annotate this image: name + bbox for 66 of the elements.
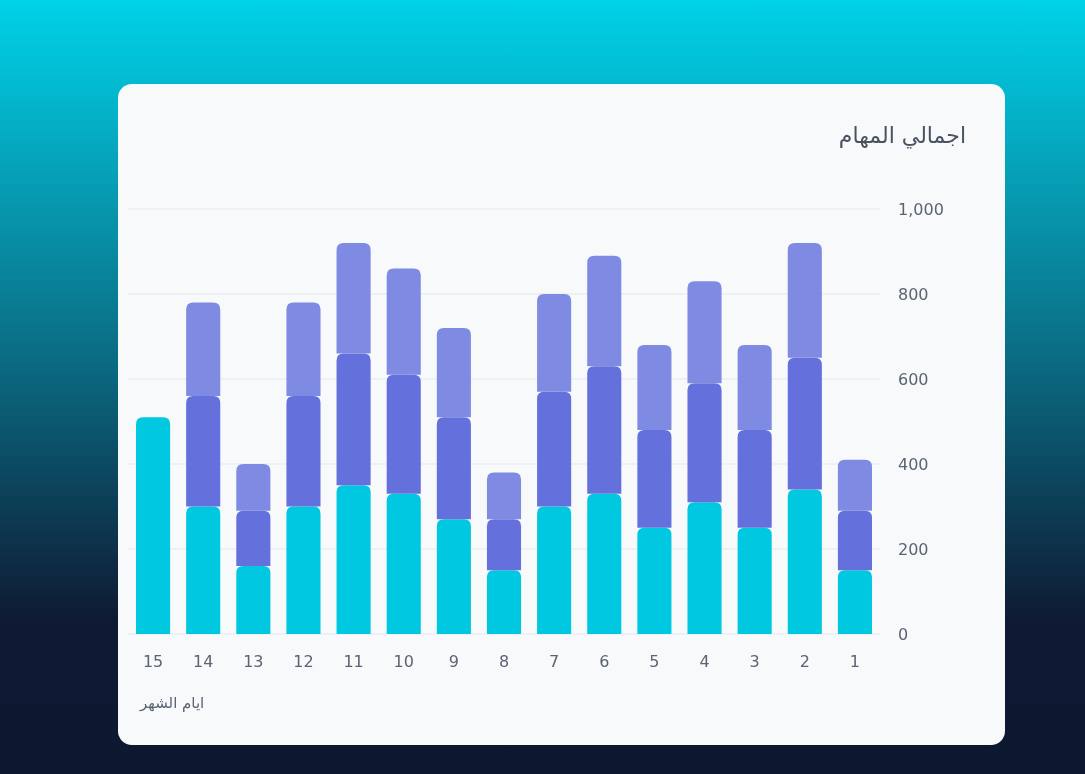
bar xyxy=(687,281,722,384)
bar xyxy=(136,417,171,634)
bar xyxy=(236,464,271,511)
x-tick-label: 10 xyxy=(393,652,414,671)
x-tick-label: 12 xyxy=(293,652,314,671)
bar xyxy=(687,502,722,634)
bar xyxy=(537,506,572,634)
x-tick-label: 11 xyxy=(343,652,364,671)
bar xyxy=(837,459,872,511)
x-tick-label: 13 xyxy=(243,652,264,671)
bar xyxy=(336,485,371,634)
bar xyxy=(236,566,271,634)
chart-title: اجمالي المهام xyxy=(838,123,966,149)
x-tick-label: 3 xyxy=(749,652,760,671)
bar xyxy=(587,366,622,494)
bar xyxy=(486,519,522,571)
bar xyxy=(587,493,622,634)
y-tick-label: 1,000 xyxy=(898,200,944,219)
bar xyxy=(737,345,772,430)
bar xyxy=(436,519,471,634)
bar xyxy=(236,510,271,566)
x-tick-label: 5 xyxy=(649,652,660,671)
bar xyxy=(537,294,572,392)
bar xyxy=(336,353,371,486)
bar xyxy=(637,345,672,430)
bar xyxy=(837,570,872,634)
bar xyxy=(486,472,522,520)
x-axis-title: ايام الشهر xyxy=(139,694,205,712)
bar xyxy=(486,570,522,634)
bar xyxy=(687,383,722,503)
bar xyxy=(386,268,421,375)
y-tick-label: 800 xyxy=(898,285,929,304)
bar xyxy=(837,510,872,571)
bar xyxy=(737,527,772,634)
bar xyxy=(186,396,221,507)
x-tick-label: 2 xyxy=(799,652,810,671)
bar xyxy=(436,417,471,520)
bar xyxy=(336,243,371,354)
x-tick-label: 1 xyxy=(849,652,861,671)
bar xyxy=(787,243,822,358)
x-tick-label: 6 xyxy=(599,652,610,671)
x-tick-label: 7 xyxy=(549,652,560,671)
y-tick-label: 200 xyxy=(898,540,929,559)
x-tick-label: 14 xyxy=(193,652,214,671)
x-tick-label: 8 xyxy=(498,652,510,671)
bar xyxy=(637,527,672,634)
bar xyxy=(186,302,221,396)
bar xyxy=(587,255,622,367)
y-tick-label: 400 xyxy=(898,455,929,474)
bar xyxy=(286,396,321,507)
bar xyxy=(787,357,822,490)
bar xyxy=(286,302,321,396)
x-tick-label: 4 xyxy=(699,652,710,671)
x-tick-label: 15 xyxy=(142,652,164,671)
bar xyxy=(537,391,572,507)
bar xyxy=(436,328,471,418)
bar xyxy=(186,506,221,634)
y-tick-label: 0 xyxy=(898,625,909,644)
x-tick-label: 9 xyxy=(448,652,459,671)
bar xyxy=(637,430,672,528)
y-tick-label: 600 xyxy=(898,370,929,389)
bar xyxy=(286,506,321,634)
bar xyxy=(386,493,421,634)
bar xyxy=(737,430,772,528)
bar xyxy=(386,374,421,494)
bar xyxy=(787,489,822,634)
